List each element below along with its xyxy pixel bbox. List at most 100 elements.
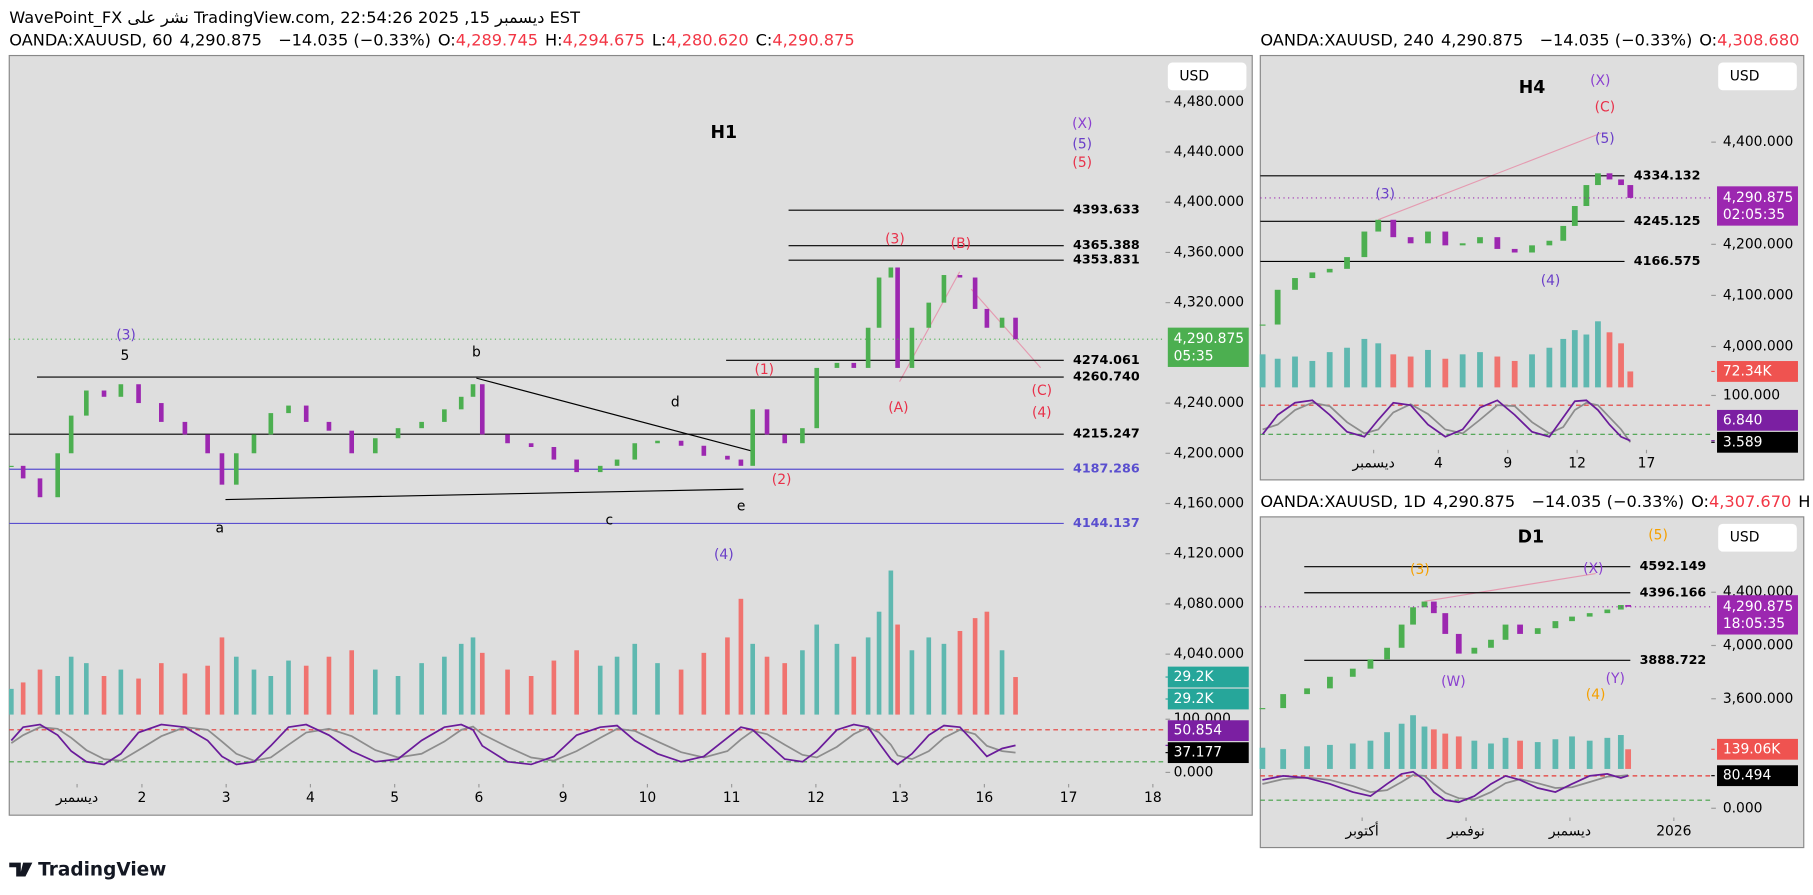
- oscillator-tag: 37.177: [1174, 745, 1223, 761]
- candle: [233, 453, 239, 485]
- candle: [738, 459, 744, 466]
- ohlc-key: L:: [652, 30, 666, 49]
- level-label: 4393.633: [1073, 202, 1140, 217]
- volume-bar: [528, 676, 534, 715]
- x-tick-label: 5: [390, 790, 399, 806]
- volume-bar: [1361, 338, 1368, 388]
- wave-label: c: [606, 512, 614, 528]
- y-tick-label: 4,200.000: [1174, 445, 1245, 461]
- volume-bar: [68, 656, 74, 715]
- timeframe-label: H4: [1519, 78, 1546, 98]
- ohlc-key: H:: [545, 30, 563, 49]
- price-tag: 4,290.875: [1723, 190, 1794, 206]
- x-tick-label: ديسمبر: [1548, 823, 1591, 839]
- wave-label: (C): [1032, 383, 1053, 399]
- volume-bar: [1455, 736, 1462, 769]
- currency-button[interactable]: [1167, 62, 1247, 91]
- volume-bar: [895, 624, 900, 715]
- volume-bar: [1309, 360, 1316, 388]
- wave-label: 5: [120, 348, 129, 364]
- y-tick-label: 4,160.000: [1174, 495, 1245, 511]
- candle: [972, 277, 978, 309]
- ohlc-key: O:: [1691, 491, 1709, 510]
- price-tag-box: [1717, 186, 1798, 226]
- y-tick-label: 4,200.000: [1723, 236, 1794, 252]
- candle: [1618, 179, 1624, 186]
- volume-bar: [1529, 354, 1535, 388]
- volume-bar: [372, 669, 378, 715]
- candle: [888, 267, 894, 278]
- candle: [764, 409, 770, 435]
- candle: [118, 384, 124, 397]
- volume-bar: [1471, 740, 1478, 769]
- wave-label: (3): [1375, 186, 1395, 202]
- candle: [470, 384, 476, 397]
- candle: [1627, 185, 1634, 198]
- oscillator-k-line: [1261, 399, 1631, 442]
- y-tick-label: 4,240.000: [1174, 395, 1245, 411]
- volume-bar: [632, 643, 638, 715]
- candle: [1552, 621, 1559, 629]
- last-price: 4,290.875: [1441, 30, 1523, 49]
- volume-tag: 72.34K: [1723, 363, 1773, 379]
- d1-panel: [1259, 516, 1805, 849]
- volume-bar: [419, 663, 424, 715]
- price-tag-box: [1167, 327, 1249, 367]
- candle: [1292, 278, 1298, 290]
- candle: [1442, 613, 1449, 634]
- y-tick-label: 4,120.000: [1174, 546, 1245, 562]
- volume-bar: [1421, 726, 1428, 769]
- volume-bar: [738, 598, 744, 715]
- candle: [551, 447, 557, 460]
- timeframe-label: D1: [1518, 528, 1544, 548]
- x-tick-label: 2026: [1656, 823, 1691, 839]
- change: −14.035 (−0.33%): [1531, 491, 1684, 510]
- currency-button[interactable]: [1718, 62, 1797, 91]
- volume-bar: [1494, 356, 1501, 388]
- volume-bar: [1502, 737, 1509, 769]
- candle: [725, 455, 730, 460]
- volume-bar: [349, 650, 355, 715]
- candle: [1349, 668, 1356, 677]
- candle: [1421, 601, 1428, 608]
- y-tick-label: 4,100.000: [1723, 287, 1794, 303]
- volume-bar: [941, 643, 947, 715]
- candle: [782, 434, 788, 444]
- volume-bar: [1259, 747, 1266, 769]
- volume-bar: [118, 669, 124, 715]
- wave-label: (4): [1541, 273, 1561, 289]
- oscillator-tick-label: 0.000: [1723, 800, 1763, 816]
- volume-bar: [1375, 343, 1382, 388]
- ohlc-value: 4,280.620: [666, 30, 748, 49]
- candle: [678, 440, 684, 446]
- last-price: 4,290.875: [1433, 491, 1515, 510]
- level-label: 3888.722: [1640, 652, 1707, 667]
- h4-panel: [1259, 54, 1805, 481]
- volume-bar: [764, 656, 770, 715]
- volume-bar: [1304, 746, 1310, 769]
- candle: [1617, 605, 1624, 610]
- oscillator-d-line: [10, 725, 1016, 762]
- volume-bar: [1569, 736, 1575, 769]
- volume-bar: [1280, 749, 1287, 769]
- candle: [101, 390, 107, 397]
- logo-text: TradingView: [38, 860, 166, 881]
- currency-button[interactable]: [1718, 523, 1797, 552]
- candle: [800, 428, 805, 444]
- timeframe-label: H1: [711, 123, 738, 143]
- candle: [1546, 240, 1553, 246]
- oscillator-tag: 3.589: [1723, 434, 1763, 450]
- candle: [1407, 237, 1414, 244]
- candle: [941, 275, 947, 303]
- volume-tag-box: [1717, 738, 1798, 760]
- candle: [1529, 245, 1535, 253]
- volume-bar: [1560, 338, 1567, 388]
- candle: [37, 478, 43, 498]
- volume-bar: [909, 650, 915, 715]
- candle: [1259, 708, 1266, 710]
- volume-bar: [1349, 743, 1356, 769]
- wave-label: (X): [1072, 116, 1092, 132]
- price-tag-box: [1717, 595, 1798, 635]
- oscillator-tick-label: 100.000: [1723, 387, 1780, 403]
- wave-label: (5): [1072, 155, 1092, 171]
